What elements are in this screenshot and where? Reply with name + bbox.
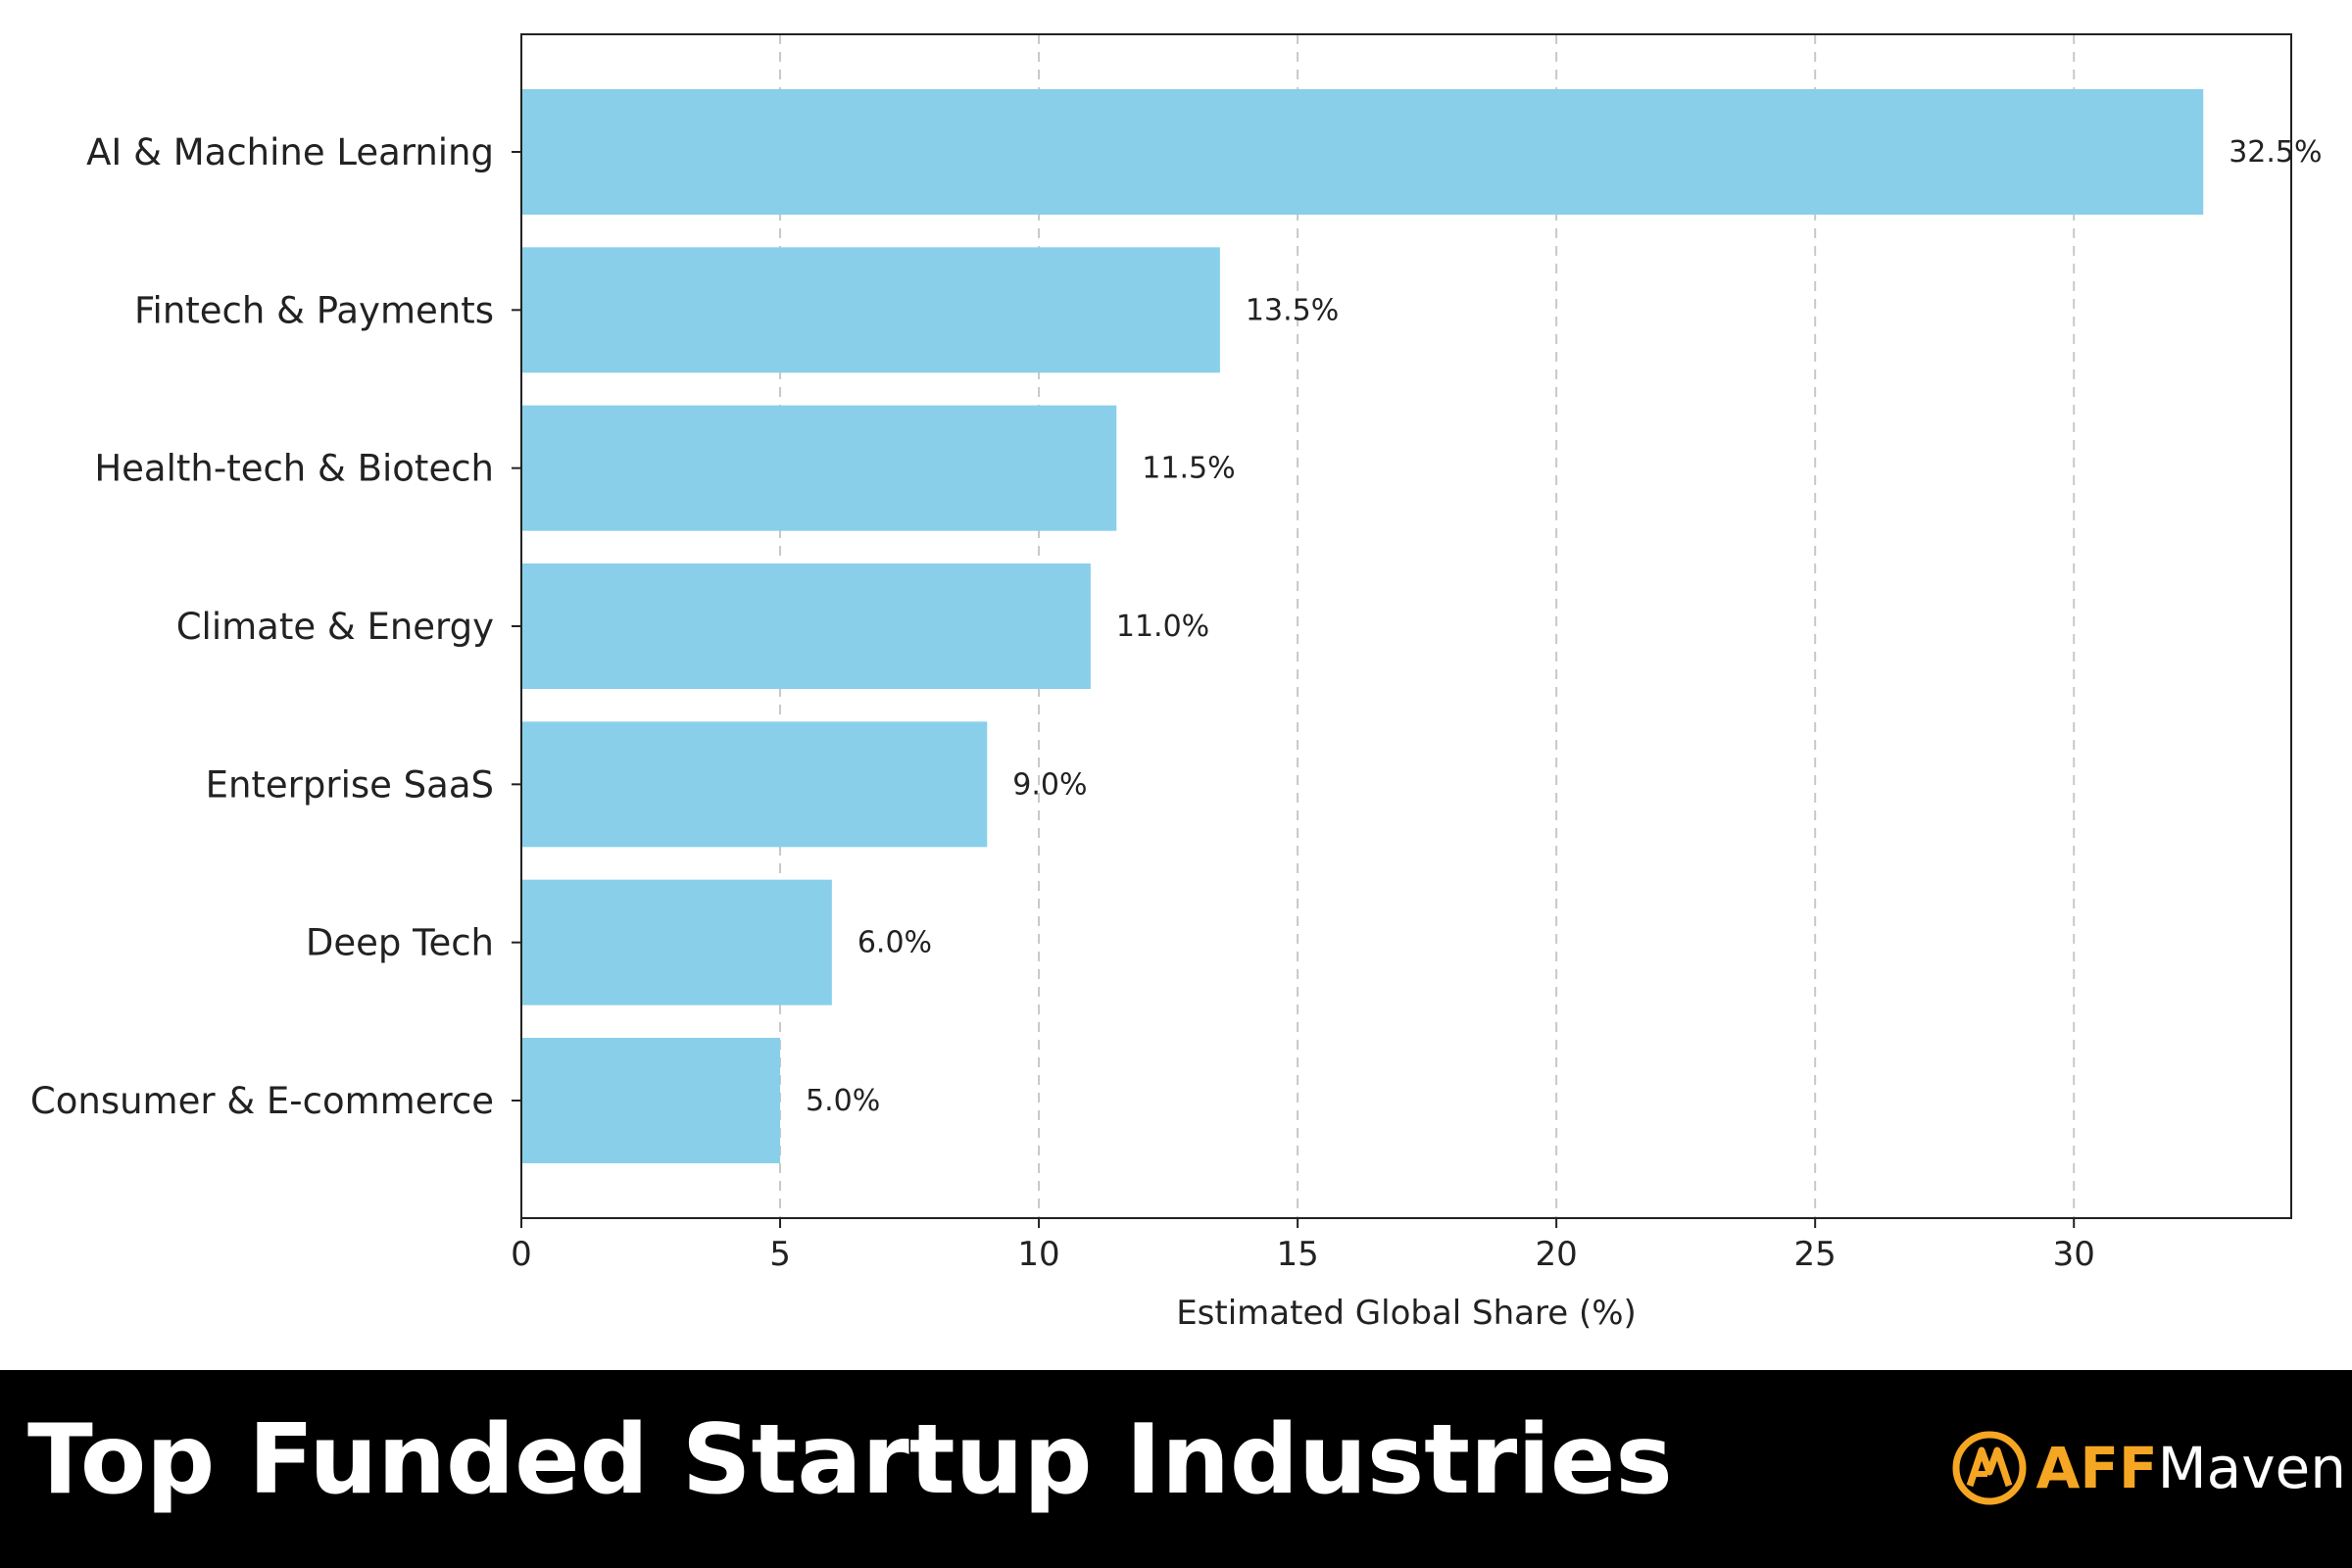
x-tick-label: 20 [1536,1235,1578,1274]
brand-logo: AFFMaven [1950,1427,2347,1509]
bar [521,89,2204,215]
x-tick-label: 15 [1276,1235,1318,1274]
data-label: 9.0% [1012,767,1087,802]
x-axis-title: Estimated Global Share (%) [1176,1294,1637,1333]
page-title: Top Funded Startup Industries [27,1404,1673,1516]
brand-name: AFFMaven [2036,1427,2347,1509]
category-label: Enterprise SaaS [206,763,494,806]
x-tick-label: 30 [2053,1235,2095,1274]
data-label: 11.5% [1142,452,1235,486]
category-label: Climate & Energy [176,606,494,648]
data-label: 6.0% [858,926,932,960]
x-tick-label: 5 [769,1235,791,1274]
x-tick-labels: 0 5 10 15 20 25 30 [511,1218,2095,1274]
x-tick-label: 10 [1017,1235,1059,1274]
bars [521,89,2204,1163]
bar [521,247,1220,373]
bar [521,1038,781,1163]
bar [521,879,832,1005]
chart-area: 32.5% 13.5% 11.5% 11.0% 9.0% 6.0% 5.0% AI & Ma… [29,33,2323,1333]
brand-name-aff: AFF [2035,1435,2158,1501]
plot-frame [520,33,2292,1219]
data-label: 13.5% [1246,293,1339,327]
category-label: Fintech & Payments [134,289,494,331]
bar [521,564,1091,689]
bar [521,721,988,848]
data-labels: 32.5% 13.5% 11.5% 11.0% 9.0% 6.0% 5.0% [806,135,2323,1118]
category-labels: AI & Machine Learning Fintech & Payments H… [30,131,521,1122]
brand-name-maven: Maven [2157,1435,2346,1501]
bar-chart: 32.5% 13.5% 11.5% 11.0% 9.0% 6.0% 5.0% AI & Ma… [30,33,2323,1333]
data-label: 5.0% [806,1084,880,1118]
x-tick-label: 0 [511,1235,532,1274]
data-label: 11.0% [1116,610,1209,644]
x-tick-label: 25 [1794,1235,1837,1274]
data-label: 32.5% [2229,135,2322,170]
category-label: Health-tech & Biotech [94,448,494,490]
bar [521,405,1117,531]
affmaven-logo-icon [1952,1431,2026,1505]
category-label: Deep Tech [306,922,494,964]
category-label: Consumer & E-commerce [30,1080,494,1122]
category-label: AI & Machine Learning [86,131,494,173]
footer-banner: Top Funded Startup Industries AFFMaven [0,1370,2352,1568]
